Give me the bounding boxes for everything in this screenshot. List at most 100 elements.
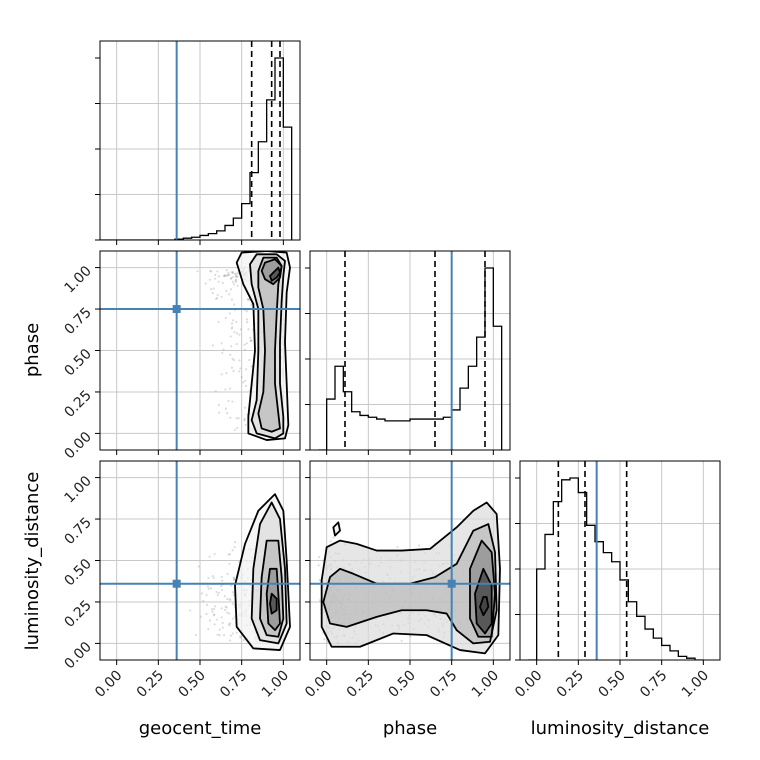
sample-point xyxy=(231,270,234,274)
sample-point xyxy=(229,335,232,338)
x-axis-label-phase: phase xyxy=(383,718,437,739)
sample-point xyxy=(225,412,229,415)
sample-point xyxy=(239,635,242,638)
sample-point xyxy=(247,328,250,331)
x-tick-label: 1.00 xyxy=(259,668,292,701)
sample-point xyxy=(189,609,192,612)
sample-point xyxy=(235,417,238,420)
sample-point xyxy=(245,342,248,345)
sample-point xyxy=(207,576,210,580)
sample-point xyxy=(232,358,236,362)
sample-point xyxy=(224,316,227,320)
sample-point xyxy=(231,591,234,594)
sample-point xyxy=(219,584,223,588)
sample-point xyxy=(228,387,232,390)
sample-point xyxy=(235,332,239,335)
scatter-phase-vs-geocent-time-panel xyxy=(100,251,300,450)
sample-point xyxy=(244,384,248,388)
x-tick-label: 1.00 xyxy=(469,668,502,701)
sample-point xyxy=(231,357,234,360)
sample-point xyxy=(205,612,208,616)
sample-point xyxy=(317,564,320,567)
x-tick-label: 0.75 xyxy=(217,668,250,701)
sample-point xyxy=(229,634,233,637)
sample-point xyxy=(243,343,246,346)
sample-point xyxy=(229,353,232,356)
contour-line xyxy=(479,596,490,617)
x-axis-label-geocent-time: geocent_time xyxy=(139,718,262,739)
sample-point xyxy=(212,576,215,580)
histogram-geocent-time-panel xyxy=(100,41,300,240)
sample-point xyxy=(231,280,234,283)
sample-point xyxy=(229,598,232,601)
sample-point xyxy=(217,275,220,278)
sample-point xyxy=(228,312,232,315)
x-tick-label: 0.25 xyxy=(134,668,167,701)
sample-point xyxy=(218,628,221,631)
sample-point xyxy=(227,273,230,277)
sample-point xyxy=(231,549,234,552)
sample-point xyxy=(225,372,228,375)
sample-point xyxy=(233,545,236,549)
sample-point xyxy=(229,639,232,642)
sample-point xyxy=(232,577,236,580)
sample-point xyxy=(211,574,214,578)
sample-point xyxy=(206,585,210,588)
sample-point xyxy=(222,634,226,637)
sample-point xyxy=(318,578,321,581)
sample-point xyxy=(213,607,216,611)
contour-line xyxy=(320,501,501,655)
sample-point xyxy=(234,275,238,278)
sample-point xyxy=(214,277,217,280)
sample-point xyxy=(246,320,249,324)
sample-point xyxy=(223,274,226,277)
sample-point xyxy=(248,298,251,301)
sample-point xyxy=(213,553,216,556)
sample-point xyxy=(225,274,229,277)
sample-point xyxy=(211,291,214,295)
sample-point xyxy=(239,367,242,370)
sample-point xyxy=(236,426,239,430)
contour-line xyxy=(269,592,278,615)
contour-line xyxy=(469,539,496,638)
histogram-phase xyxy=(318,267,503,450)
contour-line xyxy=(234,493,291,651)
sample-point xyxy=(233,428,237,432)
sample-point xyxy=(207,628,210,631)
sample-point xyxy=(205,593,208,597)
sample-point xyxy=(231,326,234,329)
sample-point xyxy=(318,599,321,602)
sample-point xyxy=(224,388,227,391)
sample-point xyxy=(332,536,335,539)
y-tick-label: 1.00 xyxy=(61,263,94,296)
y-tick-label: 0.75 xyxy=(61,305,94,338)
sample-point xyxy=(214,273,217,276)
y-tick-label: 0.25 xyxy=(61,387,94,420)
x-tick-label: 0.00 xyxy=(512,668,545,701)
sample-point xyxy=(250,365,253,368)
sample-point xyxy=(196,270,199,273)
x-tick-label: 0.00 xyxy=(92,668,125,701)
y-tick-label: 0.50 xyxy=(61,346,94,379)
sample-point xyxy=(245,318,249,321)
sample-point xyxy=(317,556,321,559)
sample-point xyxy=(234,541,237,544)
x-tick-label: 0.50 xyxy=(385,668,418,701)
sample-point xyxy=(217,403,220,407)
sample-point xyxy=(238,370,241,373)
sample-point xyxy=(221,281,224,284)
sample-point xyxy=(229,416,232,419)
contour-line xyxy=(235,251,291,441)
histogram-geocent-time xyxy=(100,57,293,240)
sample-point xyxy=(400,639,403,642)
histogram-luminosity-distance-panel xyxy=(520,461,720,660)
truth-marker xyxy=(172,579,181,588)
sample-point xyxy=(234,280,238,283)
scatter-luminosity-distance-vs-phase-panel xyxy=(310,461,510,660)
sample-point xyxy=(243,417,246,420)
x-tick-label: 0.75 xyxy=(637,668,670,701)
contour-line xyxy=(257,256,283,433)
sample-point xyxy=(232,576,235,579)
sample-point xyxy=(239,636,242,639)
sample-point xyxy=(228,598,231,601)
